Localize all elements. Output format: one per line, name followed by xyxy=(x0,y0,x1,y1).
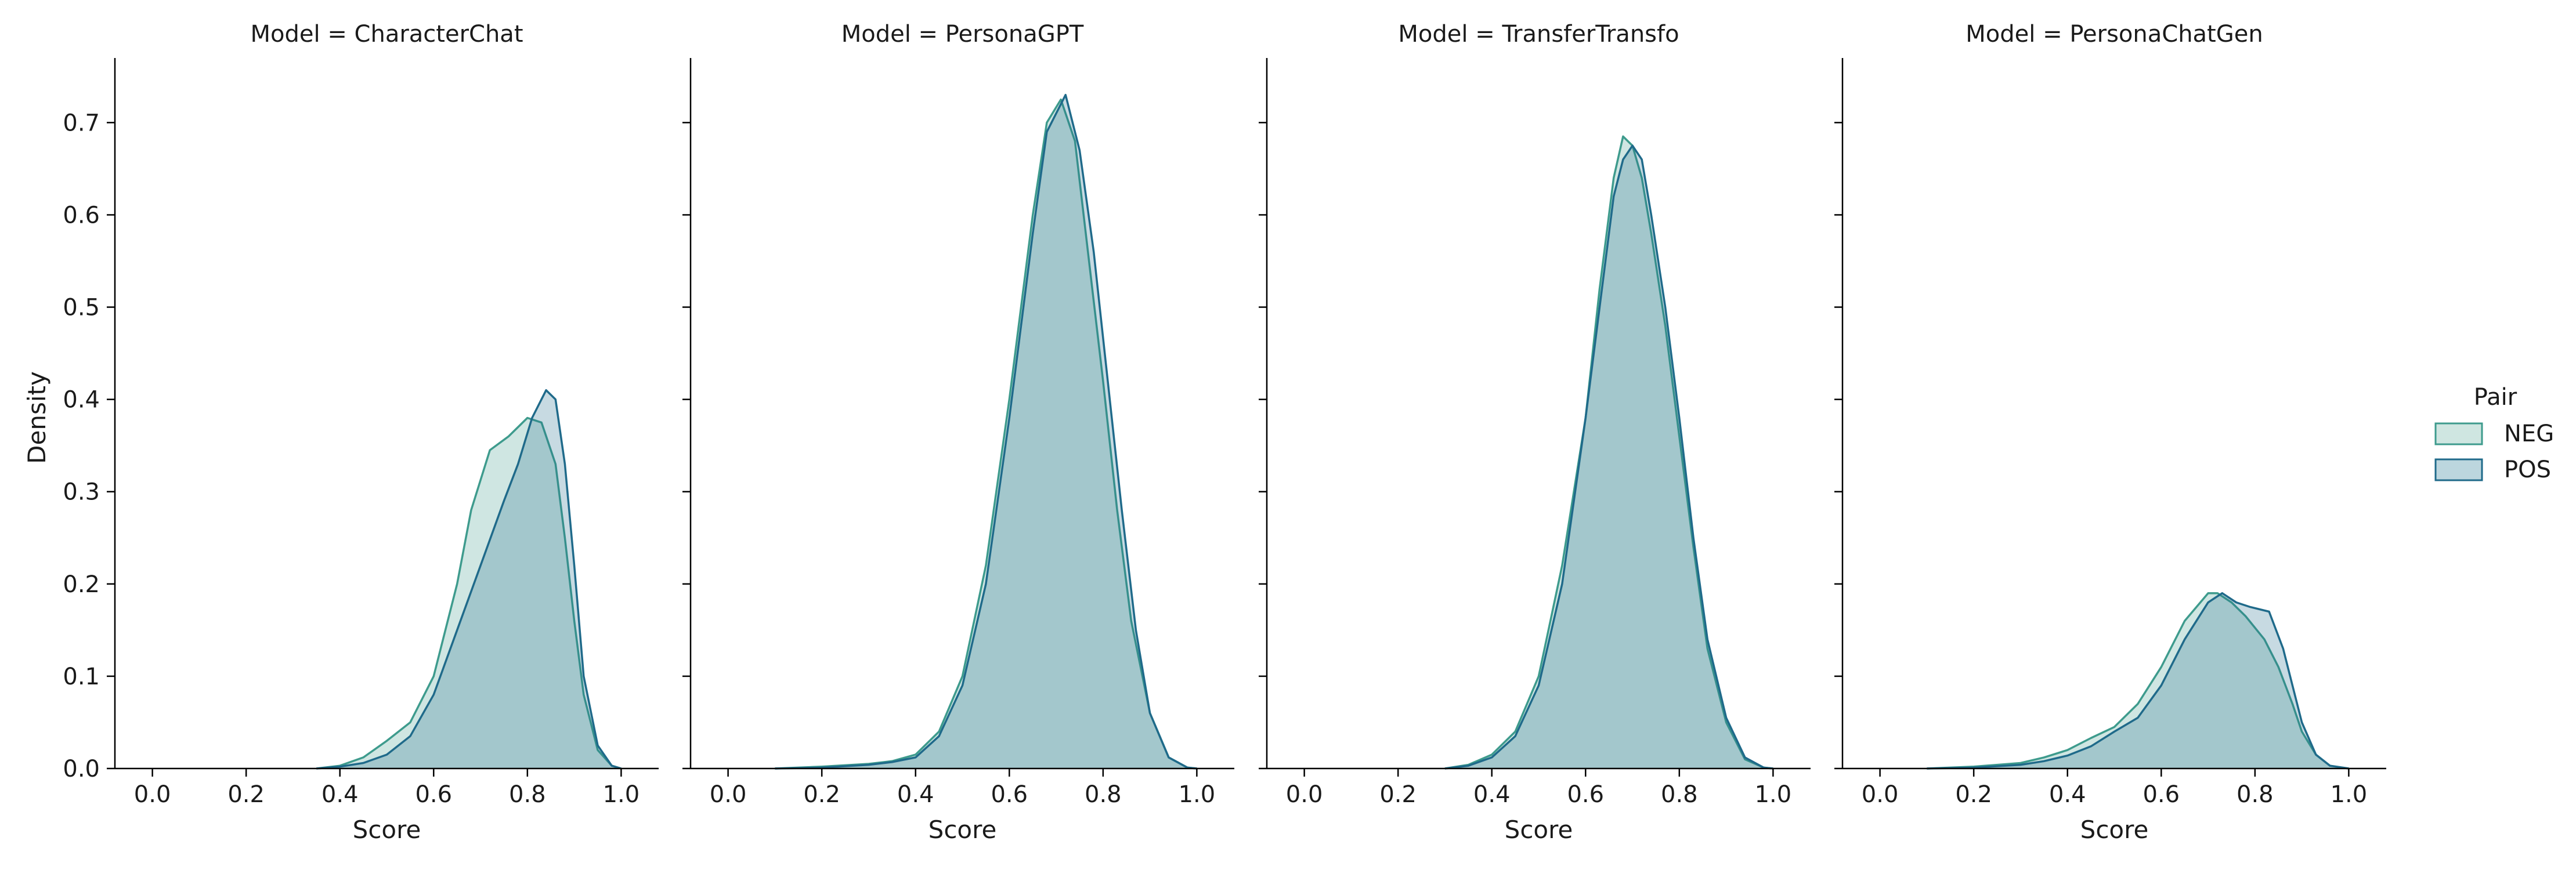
density-line-pos xyxy=(1444,144,1773,770)
y-tick-label: 0.4 xyxy=(63,387,100,414)
legend: Pair NEG POS xyxy=(2434,384,2554,483)
x-tick-label: 0.0 xyxy=(134,781,171,808)
x-tick-label: 0.2 xyxy=(227,781,265,808)
density-line-neg xyxy=(316,416,622,770)
x-tick-label: 0.0 xyxy=(1862,781,1899,808)
density-area-neg xyxy=(1927,593,2349,768)
x-tick-label: 0.8 xyxy=(2237,781,2274,808)
x-tick-label: 0.6 xyxy=(2143,781,2180,808)
density-area-pos xyxy=(1444,146,1773,769)
x-tick-label: 0.4 xyxy=(2049,781,2086,808)
legend-title: Pair xyxy=(2474,384,2517,411)
facet-title: Model = PersonaChatGen xyxy=(1966,21,2263,48)
x-tick-label: 1.0 xyxy=(2331,781,2368,808)
x-tick-label: 0.6 xyxy=(991,781,1028,808)
x-tick-label: 0.0 xyxy=(710,781,747,808)
density-line-neg xyxy=(1927,592,2349,770)
density-area-neg xyxy=(316,418,622,768)
x-tick-label: 0.8 xyxy=(509,781,546,808)
y-tick-label: 0.5 xyxy=(63,295,100,321)
legend-label-pos: POS xyxy=(2504,456,2551,483)
density-line-pos xyxy=(775,93,1197,770)
x-tick-label: 0.4 xyxy=(1473,781,1511,808)
x-tick-label: 0.4 xyxy=(321,781,359,808)
x-tick-label: 1.0 xyxy=(1179,781,1216,808)
density-line-neg xyxy=(775,98,1197,770)
x-tick-label: 0.6 xyxy=(1567,781,1604,808)
y-tick-label: 0.1 xyxy=(63,664,100,690)
y-axis-label: Density xyxy=(23,371,51,464)
x-tick-label: 0.2 xyxy=(1955,781,1992,808)
x-tick-label: 0.8 xyxy=(1085,781,1122,808)
legend-swatch-pos xyxy=(2434,458,2483,481)
density-line-pos xyxy=(1927,592,2349,770)
facet-title: Model = TransferTransfo xyxy=(1398,21,1679,48)
density-area-pos xyxy=(1927,593,2349,768)
y-tick-label: 0.3 xyxy=(63,479,100,506)
density-area-neg xyxy=(1444,136,1773,769)
x-axis-label: Score xyxy=(2080,815,2149,844)
x-tick-label: 0.6 xyxy=(415,781,452,808)
facet-panel: Model = CharacterChat 0.0 0.1 0.2 0.3 0.4 0.5 0… xyxy=(63,21,659,844)
x-axis-label: Score xyxy=(353,815,421,844)
facet-panel: Model = PersonaChatGen 0.0 0.2 0.4 0.6 0.8 1.0… xyxy=(1834,21,2386,844)
x-tick-label: 0.2 xyxy=(803,781,840,808)
legend-label-neg: NEG xyxy=(2504,420,2554,447)
density-area-pos xyxy=(775,95,1197,769)
y-tick-label: 0.0 xyxy=(63,756,100,782)
panels-layer: Model = CharacterChat 0.0 0.1 0.2 0.3 0.4 0.5 0… xyxy=(63,21,2386,844)
y-tick-label: 0.6 xyxy=(63,202,100,229)
facet-panel: Model = TransferTransfo 0.0 0.2 0.4 0.6 0.8 1.… xyxy=(1259,21,1811,844)
y-tick-label: 0.2 xyxy=(63,571,100,598)
x-axis-label: Score xyxy=(928,815,997,844)
density-line-pos xyxy=(316,389,622,770)
legend-swatch-neg xyxy=(2434,422,2483,445)
facet-panel: Model = PersonaGPT 0.0 0.2 0.4 0.6 0.8 1.0 Scor… xyxy=(682,21,1234,844)
x-tick-label: 0.0 xyxy=(1286,781,1323,808)
facet-title: Model = PersonaGPT xyxy=(841,21,1084,48)
x-tick-label: 0.2 xyxy=(1379,781,1417,808)
density-area-neg xyxy=(775,99,1197,769)
x-axis-label: Score xyxy=(1505,815,1573,844)
y-tick-label: 0.7 xyxy=(63,110,100,136)
density-area-pos xyxy=(316,390,622,768)
x-tick-label: 0.8 xyxy=(1661,781,1698,808)
x-tick-label: 1.0 xyxy=(1755,781,1792,808)
x-tick-label: 0.4 xyxy=(897,781,934,808)
facet-title: Model = CharacterChat xyxy=(251,21,523,48)
x-tick-label: 1.0 xyxy=(603,781,640,808)
